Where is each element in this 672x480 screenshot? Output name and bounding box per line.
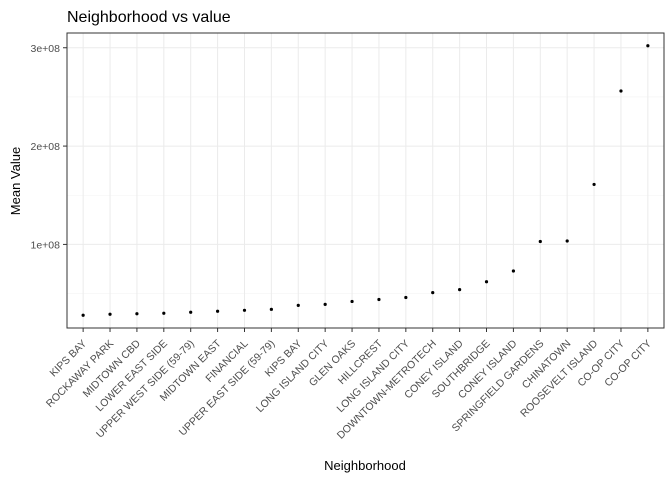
data-point (135, 312, 139, 316)
x-axis-label: Neighborhood (324, 458, 406, 473)
y-tick-label: 2e+08 (31, 141, 61, 153)
data-point (431, 291, 435, 295)
plot-panel (66, 32, 665, 329)
data-point (511, 269, 516, 273)
data-point (404, 295, 408, 300)
data-point (592, 182, 596, 187)
data-point (269, 307, 273, 311)
data-point (81, 313, 85, 317)
data-point (162, 311, 166, 315)
data-point (619, 89, 623, 93)
data-point (458, 288, 462, 292)
y-tick-label: 1e+08 (31, 239, 61, 251)
data-point (565, 239, 569, 243)
data-point (350, 299, 354, 304)
data-points (81, 44, 650, 317)
data-point (108, 312, 112, 316)
grid (67, 33, 664, 328)
data-point (377, 297, 381, 302)
y-tick-labels: 1e+08 2e+08 3e+08 (31, 43, 61, 252)
data-point (538, 239, 542, 244)
data-point (215, 309, 220, 313)
y-axis-label: Mean Value (8, 147, 23, 215)
data-point (189, 310, 193, 314)
data-point (484, 280, 489, 284)
ticks (63, 47, 649, 332)
data-point (323, 302, 327, 306)
chart-title: Neighborhood vs value (67, 9, 231, 26)
data-point (296, 303, 300, 307)
data-point (242, 308, 247, 312)
y-tick-label: 3e+08 (31, 43, 61, 55)
data-point (646, 44, 650, 48)
